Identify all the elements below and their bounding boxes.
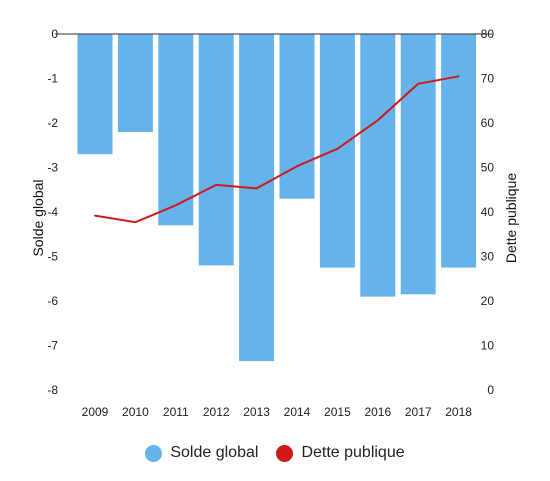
right-tick-label: 10	[481, 339, 495, 353]
line-point-2018	[457, 75, 460, 78]
left-axis-title: Solde global	[30, 179, 46, 256]
bar-2011	[158, 34, 194, 226]
left-tick-label: -3	[47, 161, 58, 175]
x-tick-label: 2011	[163, 405, 189, 419]
x-tick-label: 2016	[364, 405, 391, 419]
line-point-2012	[215, 184, 217, 186]
legend-label-solde-global: Solde global	[170, 444, 259, 461]
line-point-2010	[134, 221, 137, 223]
left-tick-label: -2	[47, 116, 58, 130]
right-tick-label: 40	[481, 205, 495, 219]
x-tick-label: 2009	[82, 405, 109, 419]
bar-2013	[239, 34, 275, 362]
left-tick-label: -4	[47, 205, 58, 219]
right-tick-label: 50	[481, 161, 495, 175]
bar-series-solde-global	[77, 34, 477, 362]
left-tick-label: -5	[47, 250, 58, 264]
right-tick-label: 20	[481, 294, 495, 308]
x-tick-label: 2010	[122, 405, 149, 419]
x-tick-label: 2014	[284, 405, 311, 419]
right-tick-label: 30	[481, 250, 495, 264]
right-tick-label: 60	[481, 116, 495, 130]
left-tick-label: 0	[51, 27, 58, 41]
x-tick-label: 2018	[445, 405, 472, 419]
left-tick-label: -1	[47, 72, 58, 86]
left-axis-ticks: 0 -1 -2 -3 -4 -5 -6 -7 -8	[47, 27, 58, 397]
legend-item-solde-global: Solde global	[145, 444, 258, 462]
bar-2010	[117, 34, 153, 132]
line-point-2016	[377, 119, 379, 122]
bar-2009	[77, 34, 113, 155]
left-tick-label: -8	[47, 383, 58, 397]
right-tick-label: 70	[481, 72, 495, 86]
x-axis-ticks: 2009 2010 2011 2012 2013 2014 2015 2016 2017 2018	[82, 405, 473, 419]
x-tick-label: 2012	[203, 405, 230, 419]
legend: Solde global Dette publique	[0, 440, 550, 466]
left-tick-label: -7	[47, 339, 58, 353]
line-point-2017	[417, 83, 420, 85]
bar-2015	[319, 34, 355, 268]
bar-2014	[279, 34, 315, 199]
bar-2016	[360, 34, 396, 297]
left-tick-label: -6	[47, 294, 58, 308]
bar-2017	[400, 34, 436, 295]
right-tick-label: 80	[481, 27, 495, 41]
legend-swatch-solde-global	[145, 444, 163, 462]
line-series-dette-publique	[94, 75, 460, 224]
line-point-2015	[336, 148, 339, 150]
right-axis-title: Dette publique	[503, 173, 519, 264]
bar-2012	[198, 34, 234, 266]
right-axis-ticks: 80 70 60 50 40 30 20 10 0	[481, 27, 495, 397]
line-point-2011	[175, 204, 177, 207]
bar-2018	[441, 34, 477, 268]
legend-item-dette-publique: Dette publique	[276, 444, 405, 462]
line-dette-publique	[94, 75, 459, 224]
legend-swatch-dette-publique	[276, 444, 294, 462]
legend-label-dette-publique: Dette publique	[301, 444, 405, 461]
x-tick-label: 2015	[324, 405, 351, 419]
line-point-2013	[255, 187, 258, 190]
x-tick-label: 2013	[243, 405, 270, 419]
right-tick-label: 0	[487, 383, 494, 397]
line-point-2009	[94, 214, 96, 217]
line-point-2014	[296, 165, 298, 167]
x-tick-label: 2017	[405, 405, 432, 419]
